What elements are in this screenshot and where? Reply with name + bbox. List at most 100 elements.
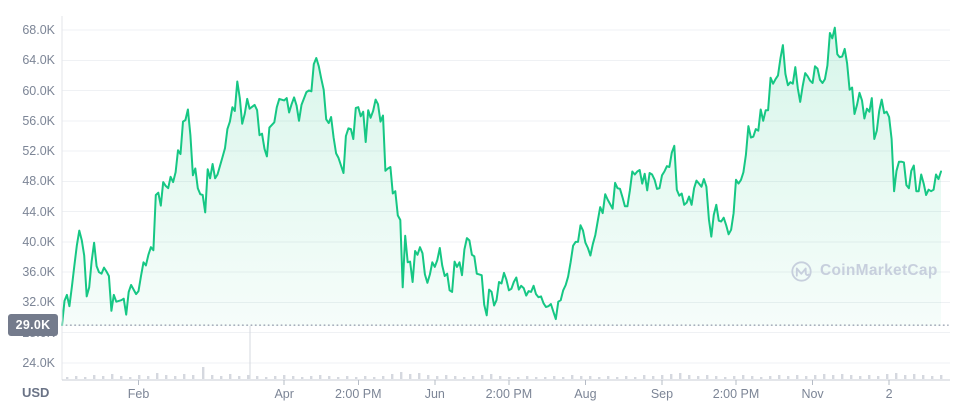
volume-bar [868, 375, 871, 379]
volume-bar [174, 376, 177, 379]
volume-bar [634, 377, 637, 379]
x-axis-label: 2:00 PM [485, 387, 533, 401]
volume-bar [238, 376, 241, 379]
volume-bar [751, 376, 754, 379]
x-axis-label: Apr [274, 387, 294, 401]
volume-bar [571, 375, 574, 379]
volume-bar [355, 377, 358, 379]
volume-bar [940, 375, 943, 379]
volume-bar [301, 377, 304, 379]
volume-bar [598, 377, 601, 379]
volume-bar [490, 374, 493, 379]
volume-bar [895, 373, 898, 379]
volume-bar [310, 376, 313, 379]
volume-bar [886, 374, 889, 379]
volume-bar [120, 376, 123, 379]
x-axis-label: 2:00 PM [334, 387, 382, 401]
volume-bar [742, 375, 745, 379]
volume-bar [508, 377, 511, 379]
volume-bar [553, 376, 556, 379]
watermark-text: CoinMarketCap [820, 262, 938, 279]
y-axis-label: 32.0K [22, 295, 55, 310]
volume-bar [661, 375, 664, 379]
volume-bar [688, 375, 691, 379]
volume-bar [544, 377, 547, 379]
x-axis-label: Sep [650, 387, 674, 401]
volume-bar [724, 377, 727, 379]
volume-bar [472, 376, 475, 379]
y-axis-label: 60.0K [22, 83, 55, 98]
volume-bar [616, 377, 619, 379]
y-axis-label: 36.0K [22, 265, 55, 280]
volume-bar [364, 376, 367, 379]
volume-bar [66, 377, 69, 379]
volume-bar [147, 376, 150, 379]
volume-bar [760, 377, 763, 379]
volume-bar [823, 374, 826, 379]
volume-bar [562, 377, 565, 379]
volume-bar [102, 376, 105, 379]
price-line [61, 26, 942, 327]
volume-bar [111, 374, 114, 379]
volume-bar [931, 376, 934, 379]
volume-bar [481, 375, 484, 379]
currency-unit-label: USD [22, 385, 50, 400]
volume-bar [382, 376, 385, 379]
volume-bar [436, 376, 439, 379]
volume-bar [526, 376, 529, 379]
volume-bar [93, 375, 96, 379]
volume-bar [183, 374, 186, 379]
volume-bar [265, 377, 268, 379]
volume-bar [517, 377, 520, 379]
volume-bar [859, 376, 862, 379]
volume-bar [129, 377, 132, 379]
x-axis-label: 2 [885, 387, 893, 401]
volume-bar [697, 376, 700, 379]
volume-bar [229, 374, 232, 379]
volume-bar [787, 376, 790, 379]
x-axis-label: 2:00 PM [712, 387, 760, 401]
volume-bar [256, 376, 259, 379]
volume-bar [841, 374, 844, 379]
volume-bar [814, 375, 817, 379]
y-axis-label: 68.0K [22, 23, 55, 37]
volume-bar [877, 376, 880, 379]
volume-bar [454, 376, 457, 379]
volume-bar [778, 375, 781, 379]
x-axis-label: Feb [127, 387, 150, 401]
volume-bar [643, 375, 646, 379]
volume-bar [850, 375, 853, 379]
coinmarketcap-watermark: CoinMarketCap [790, 258, 938, 284]
volume-bar [391, 374, 394, 379]
volume-bar [463, 377, 466, 379]
x-axis-label: Aug [574, 387, 597, 401]
volume-bar [409, 374, 412, 379]
volume-bar [679, 373, 682, 379]
volume-bar [283, 375, 286, 379]
volume-bar [400, 372, 403, 379]
volume-bar [796, 375, 799, 379]
volume-bar [670, 374, 673, 379]
volume-bar [535, 377, 538, 379]
volume-bar [706, 375, 709, 379]
y-axis-label: 24.0K [22, 355, 55, 370]
volume-bar [274, 376, 277, 379]
volume-bar [220, 376, 223, 379]
volume-bar [445, 375, 448, 379]
volume-bar [165, 375, 168, 379]
volume-bar [138, 375, 141, 379]
y-axis-label: 64.0K [22, 53, 55, 68]
y-axis-label: 52.0K [22, 144, 55, 159]
y-axis-label: 48.0K [22, 174, 55, 189]
volume-bar [202, 367, 205, 379]
x-axis-label: Nov [801, 387, 824, 401]
volume-bar [589, 376, 592, 379]
volume-bar [904, 375, 907, 379]
y-axis-price-badge: 29.0K [8, 314, 58, 336]
volume-bar [805, 376, 808, 379]
volume-bar [328, 376, 331, 379]
volume-bar [607, 376, 610, 379]
volume-bar [192, 375, 195, 379]
volume-bar [625, 376, 628, 379]
